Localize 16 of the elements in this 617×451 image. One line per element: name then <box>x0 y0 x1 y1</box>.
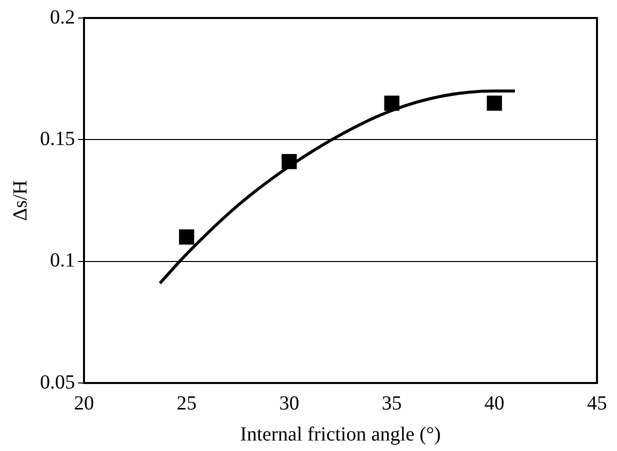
x-tick-label: 20 <box>74 392 94 414</box>
x-tick-label: 35 <box>382 392 402 414</box>
y-tick-label: 0.2 <box>50 6 75 28</box>
point <box>486 96 502 111</box>
y-axis-title: Δs/H <box>9 180 32 221</box>
point <box>179 229 194 245</box>
y-tick-label: 0.15 <box>40 128 75 150</box>
x-tick-label: 45 <box>587 392 607 414</box>
point <box>282 154 297 170</box>
y-tick-label: 0.1 <box>50 250 75 272</box>
x-tick-label: 25 <box>176 392 197 414</box>
x-axis-title: Internal friction angle (°) <box>240 423 441 446</box>
point <box>384 96 400 111</box>
y-tick-label: 0.05 <box>40 371 75 394</box>
x-tick-label: 30 <box>279 392 300 414</box>
x-tick-label: 40 <box>484 392 504 414</box>
